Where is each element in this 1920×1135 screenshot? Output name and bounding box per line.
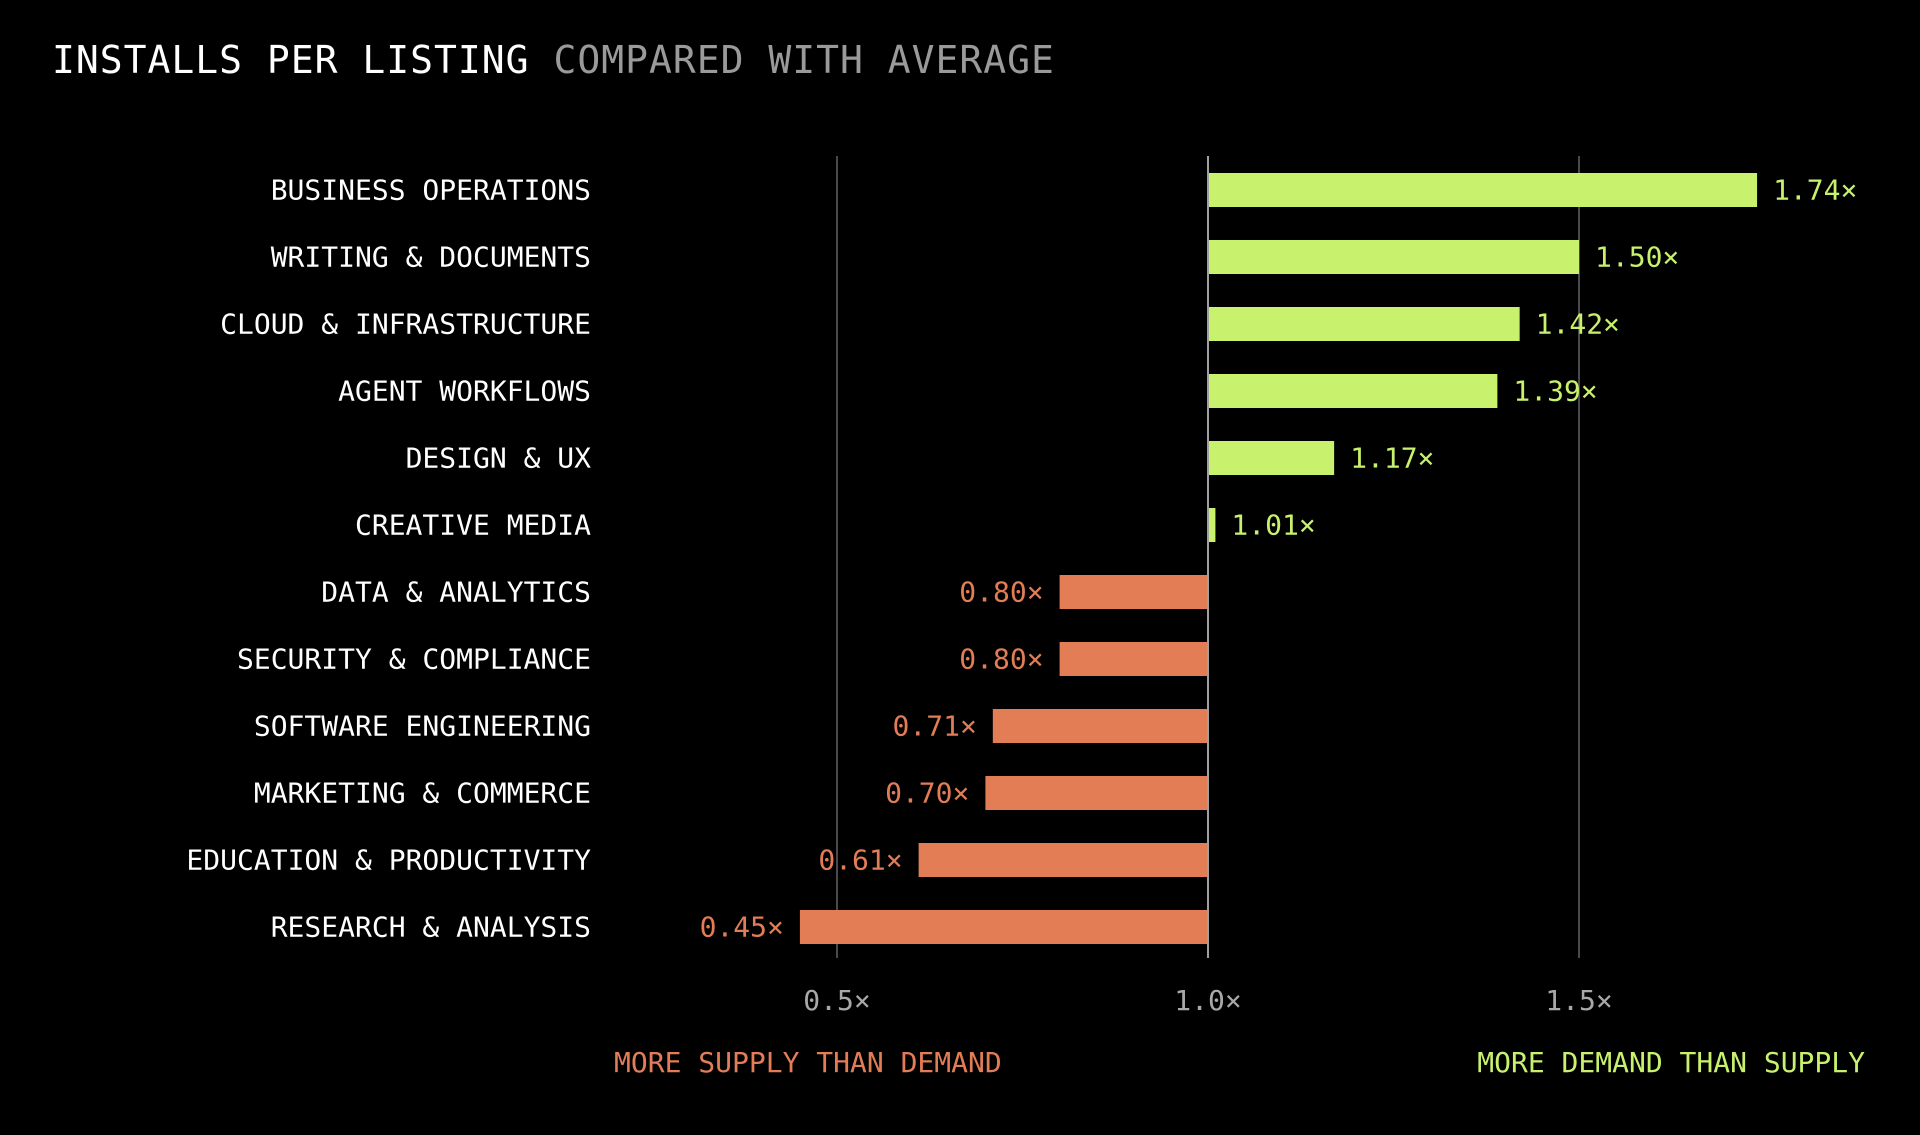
value-label-8: 0.71× [893,710,977,743]
category-label-10: EDUCATION & PRODUCTIVITY [186,844,591,877]
value-label-0: 1.74× [1773,174,1857,207]
value-label-9: 0.70× [885,777,969,810]
bar-2 [1208,307,1520,341]
category-label-1: WRITING & DOCUMENTS [271,241,591,274]
x-tick-label-1: 1.0× [1174,984,1241,1017]
bar-10 [918,843,1208,877]
value-label-10: 0.61× [818,844,902,877]
value-label-3: 1.39× [1513,375,1597,408]
supply-annotation: MORE SUPPLY THAN DEMAND [614,1046,1002,1079]
bar-11 [799,910,1208,944]
bar-9 [985,776,1208,810]
chart-title: INSTALLS PER LISTING COMPARED WITH AVERA… [52,38,1055,82]
bar-6 [1059,575,1208,609]
bar-1 [1208,240,1579,274]
category-label-11: RESEARCH & ANALYSIS [271,911,591,944]
chart-title-main: INSTALLS PER LISTING [52,38,530,82]
category-label-7: SECURITY & COMPLIANCE [237,643,591,676]
bars [799,173,1758,944]
category-label-9: MARKETING & COMMERCE [254,777,591,810]
bar-8 [992,709,1208,743]
demand-annotation: MORE DEMAND THAN SUPPLY [1477,1046,1865,1079]
category-label-5: CREATIVE MEDIA [355,509,591,542]
category-label-2: CLOUD & INFRASTRUCTURE [220,308,591,341]
category-label-0: BUSINESS OPERATIONS [271,174,591,207]
x-tick-label-0: 0.5× [803,984,870,1017]
category-label-3: AGENT WORKFLOWS [338,375,591,408]
value-label-11: 0.45× [700,911,784,944]
value-label-5: 1.01× [1231,509,1315,542]
category-label-8: SOFTWARE ENGINEERING [254,710,591,743]
bar-0 [1208,173,1758,207]
chart-title-sub: COMPARED WITH AVERAGE [553,38,1055,82]
category-label-4: DESIGN & UX [406,442,592,475]
value-label-7: 0.80× [959,643,1043,676]
value-label-2: 1.42× [1536,308,1620,341]
bar-5 [1208,508,1216,542]
category-label-6: DATA & ANALYTICS [321,576,591,609]
value-label-6: 0.80× [959,576,1043,609]
value-label-4: 1.17× [1350,442,1434,475]
bar-4 [1208,441,1335,475]
bar-3 [1208,374,1498,408]
bar-7 [1059,642,1208,676]
gridlines [836,156,1580,958]
x-tick-label-2: 1.5× [1545,984,1612,1017]
value-label-1: 1.50× [1595,241,1679,274]
labels: 0.5× 1.0× 1.5× BUSINESS OPERATIONS 1.74× WRIT… [186,174,1857,1018]
